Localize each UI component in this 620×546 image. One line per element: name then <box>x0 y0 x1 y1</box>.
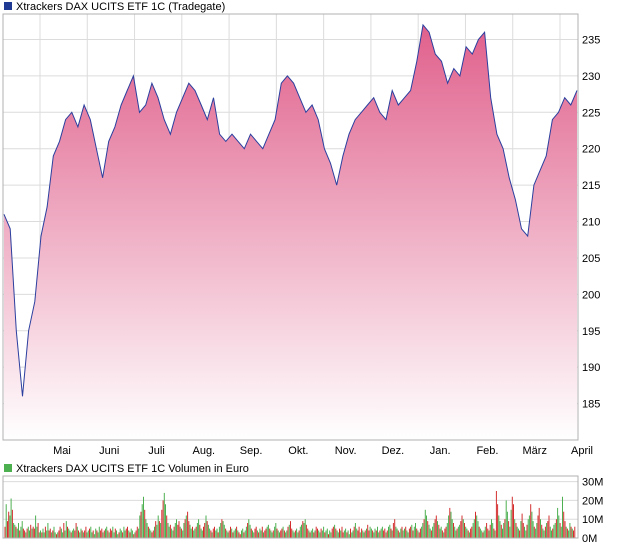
price-y-tick-label: 215 <box>582 180 600 192</box>
price-x-tick-label: Dez. <box>382 445 405 457</box>
legend-price-swatch <box>4 2 12 10</box>
volume-y-axis: 0M 10M 20M 30M <box>582 477 603 545</box>
price-x-tick-label: April <box>571 445 593 457</box>
price-area <box>4 24 577 440</box>
volume-chart-title: Xtrackers DAX UCITS ETF 1C Volumen in Eu… <box>16 463 249 475</box>
price-y-tick-label: 225 <box>582 107 600 119</box>
price-y-tick-label: 190 <box>582 362 600 374</box>
price-y-tick-label: 230 <box>582 71 600 83</box>
price-x-tick-label: Aug. <box>192 445 215 457</box>
price-x-tick-label: Okt. <box>288 445 308 457</box>
price-x-tick-label: Juni <box>99 445 119 457</box>
price-y-tick-label: 205 <box>582 253 600 265</box>
volume-y-tick-label: 20M <box>582 495 603 507</box>
legend-volume-swatch <box>4 464 12 472</box>
price-x-tick-label: Jan. <box>430 445 451 457</box>
price-y-tick-label: 220 <box>582 144 600 156</box>
price-x-tick-label: Mai <box>53 445 71 457</box>
price-x-tick-label: Sep. <box>240 445 263 457</box>
price-x-tick-label: Feb. <box>476 445 498 457</box>
volume-y-tick-label: 0M <box>582 533 597 545</box>
price-x-tick-label: März <box>523 445 547 457</box>
price-plot-frame <box>2 13 579 441</box>
volume-y-tick-label: 10M <box>582 514 603 526</box>
price-y-tick-label: 195 <box>582 326 600 338</box>
price-y-tick-label: 185 <box>582 399 600 411</box>
price-line <box>3 23 578 397</box>
price-y-tick-label: 210 <box>582 217 600 229</box>
price-y-axis: 185 190 195 200 205 210 215 220 225 230 235 <box>582 34 600 410</box>
price-y-tick-label: 235 <box>582 34 600 46</box>
volume-plot-frame <box>2 475 579 539</box>
volume-bars <box>4 491 576 538</box>
price-x-axis: Mai Juni Juli Aug. Sep. Okt. Nov. Dez. Jan. Feb. M… <box>53 445 593 457</box>
price-chart-title: Xtrackers DAX UCITS ETF 1C (Tradegate) <box>16 1 225 13</box>
price-x-tick-label: Juli <box>148 445 165 457</box>
volume-y-tick-label: 30M <box>582 477 603 489</box>
price-x-tick-label: Nov. <box>335 445 357 457</box>
price-y-tick-label: 200 <box>582 289 600 301</box>
